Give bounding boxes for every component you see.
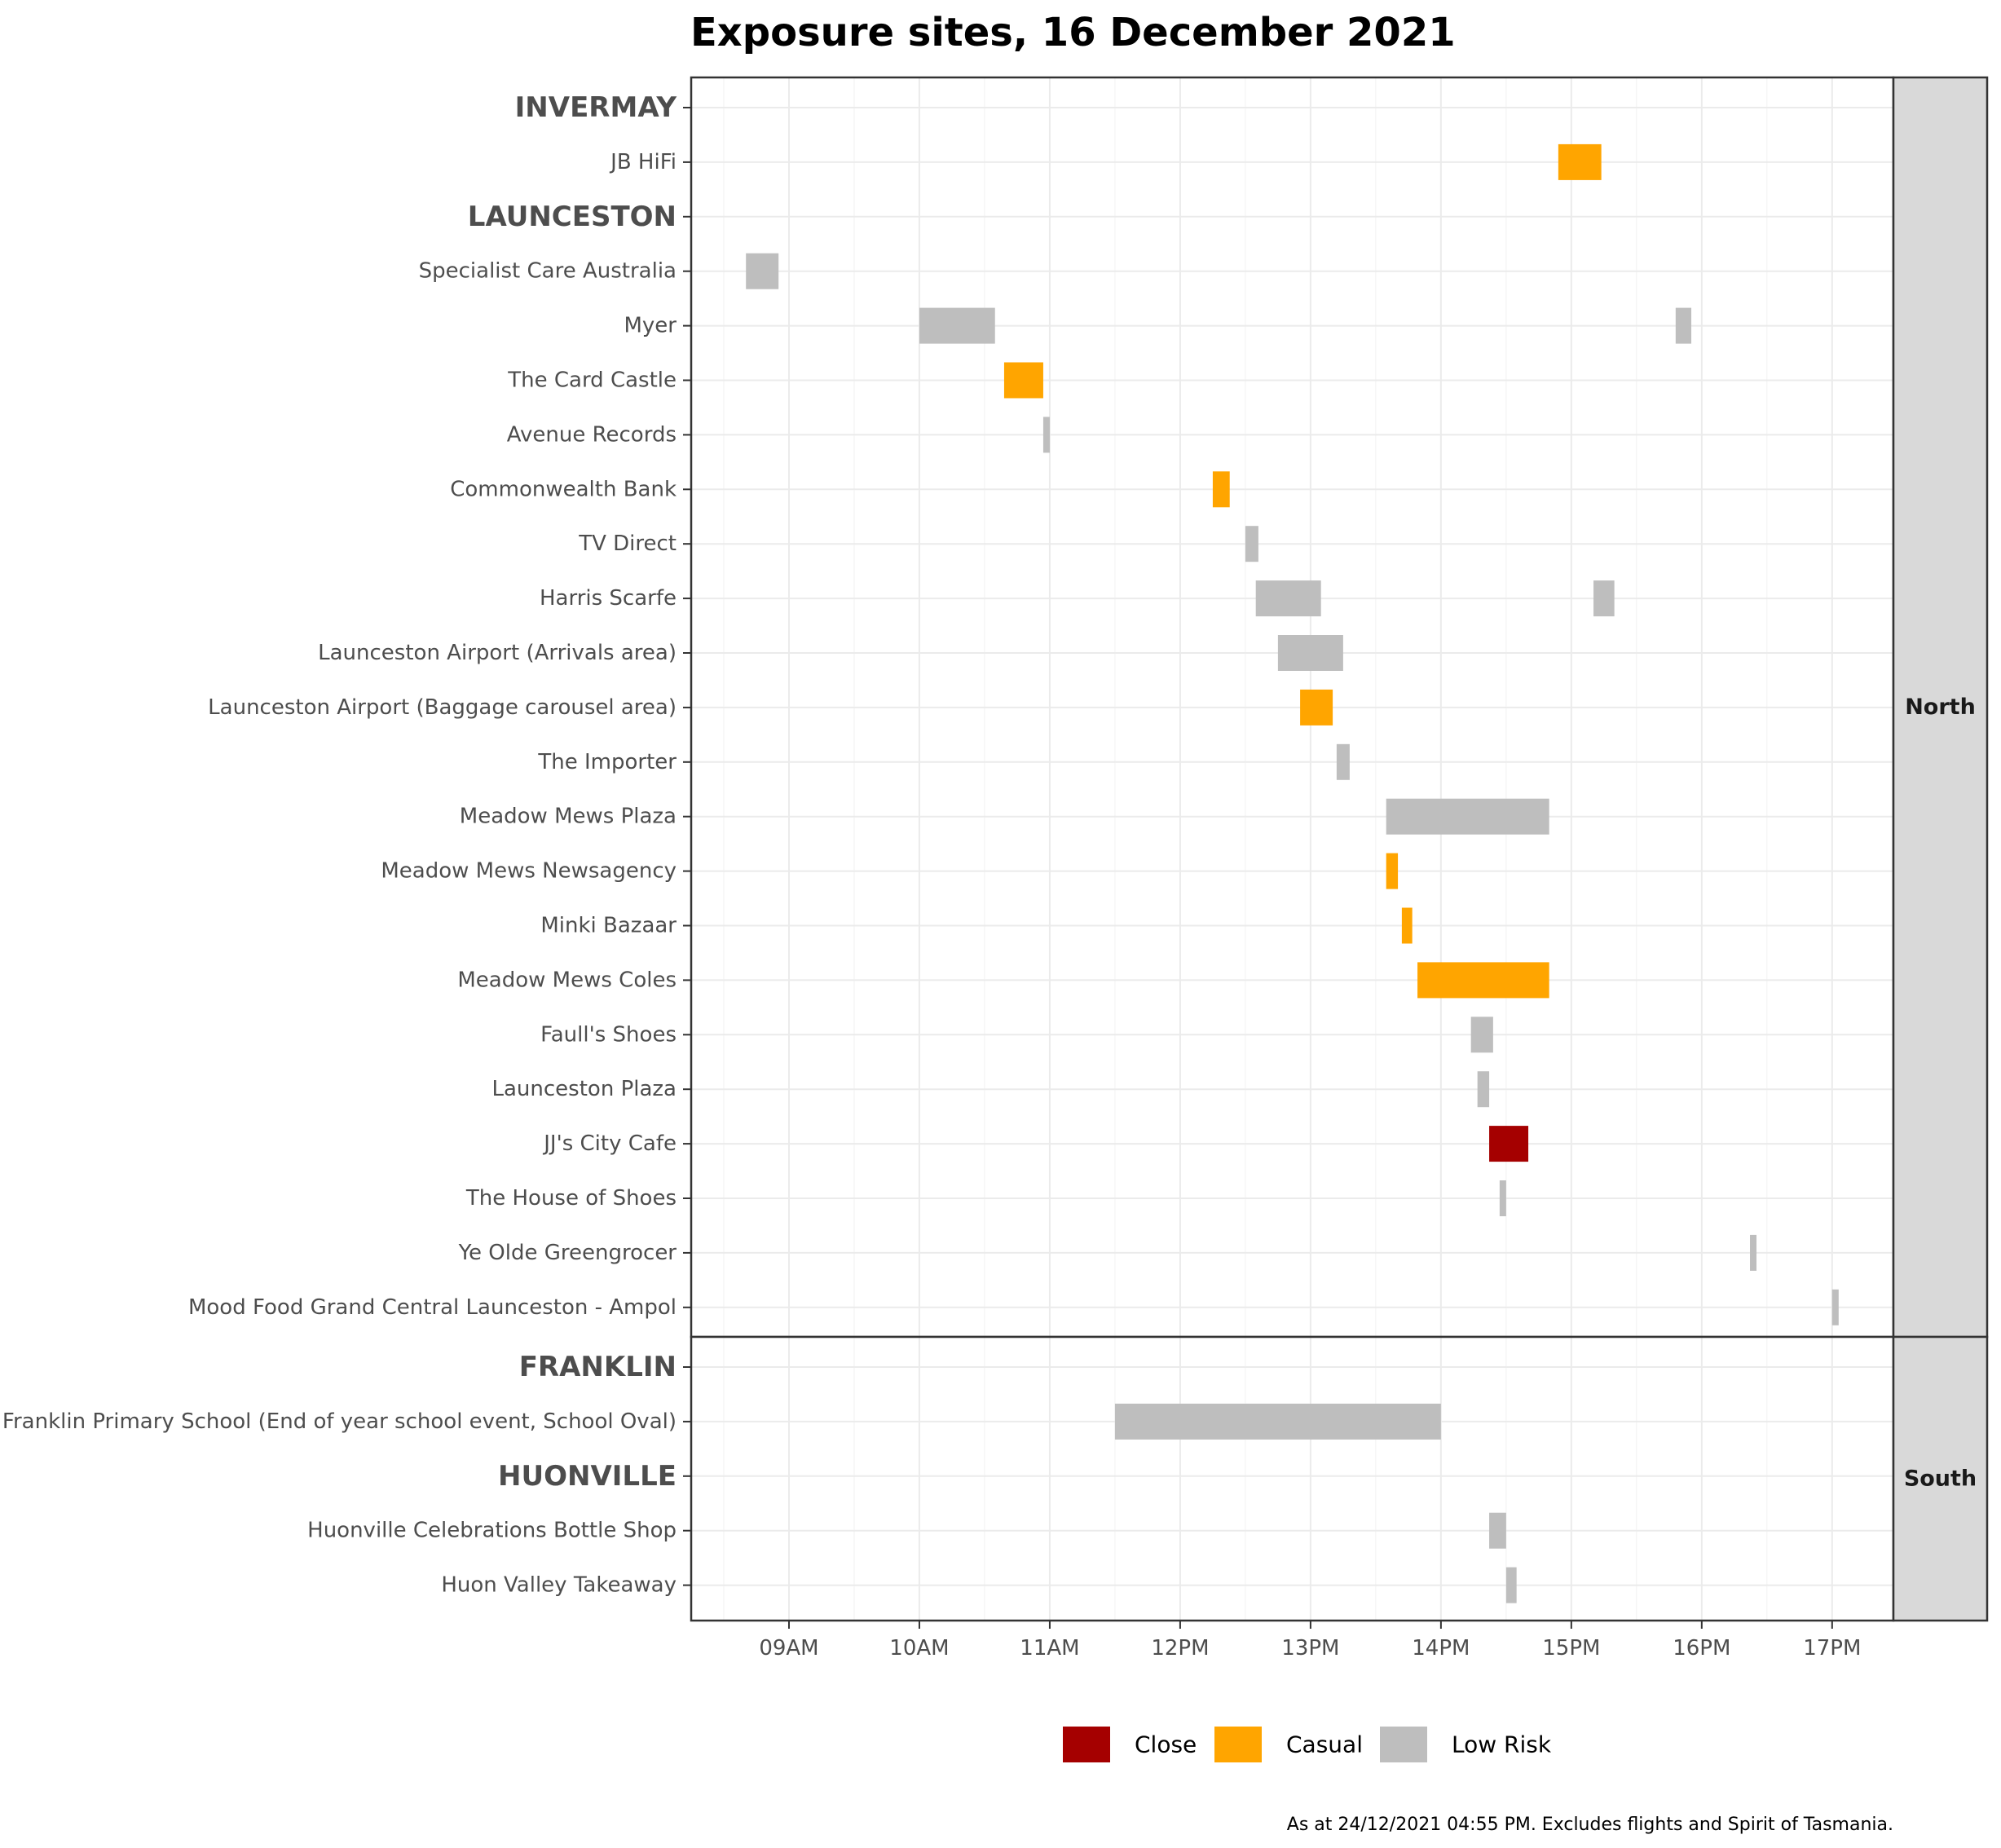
site-label: Mood Food Grand Central Launceston - Amp… — [188, 1295, 677, 1320]
group-heading: INVERMAY — [515, 91, 677, 124]
site-label: TV Direct — [578, 531, 677, 556]
facet-strip-label: North — [1905, 695, 1976, 720]
group-heading: LAUNCESTON — [468, 201, 677, 233]
group-heading: FRANKLIN — [519, 1351, 677, 1383]
group-heading: HUONVILLE — [498, 1460, 677, 1493]
exposure-bar — [1489, 1512, 1506, 1549]
facet-strip — [1892, 1335, 1989, 1622]
exposure-bar — [1489, 1126, 1529, 1162]
site-label: Faull's Shoes — [540, 1022, 677, 1047]
panel-south: FRANKLIN Franklin Primary School (End of … — [2, 1335, 1989, 1622]
exposure-bar — [1593, 580, 1615, 617]
exposure-bar — [1505, 1567, 1517, 1603]
legend-item: Casual — [1214, 1727, 1363, 1762]
site-label: Harris Scarfe — [540, 586, 677, 611]
x-tick-label: 17PM — [1803, 1636, 1861, 1661]
exposure-bar — [1245, 526, 1258, 562]
x-tick-label: 09AM — [759, 1636, 818, 1661]
exposure-bar — [1336, 743, 1350, 780]
exposure-bar — [1114, 1403, 1441, 1440]
legend: Close Casual Low Risk — [1063, 1727, 1552, 1762]
site-label: The Importer — [537, 750, 677, 774]
exposure-bar — [1255, 580, 1321, 617]
facet-strip — [1892, 76, 1989, 1339]
exposure-bar — [746, 253, 779, 289]
site-label: Huonville Celebrations Bottle Shop — [307, 1519, 677, 1543]
exposure-bar — [1477, 1071, 1490, 1108]
site-label: Launceston Airport (Arrivals area) — [318, 641, 677, 665]
exposure-bar — [1386, 798, 1549, 835]
site-label: Huon Valley Takeaway — [441, 1573, 677, 1598]
x-tick-label: 12PM — [1151, 1636, 1209, 1661]
site-label: Meadow Mews Coles — [457, 968, 677, 992]
site-label: Minki Bazaar — [540, 914, 677, 938]
chart-caption: As at 24/12/2021 04:55 PM. Excludes flig… — [1287, 1815, 1893, 1835]
site-label: Avenue Records — [507, 422, 677, 447]
site-label: Meadow Mews Newsagency — [381, 859, 677, 884]
x-axis: 09AM 10AM 11AM 12PM 13PM 14PM 15PM 16PM 17PM — [759, 1621, 1861, 1661]
site-label: Commonwealth Bank — [450, 477, 677, 501]
x-tick-label: 15PM — [1542, 1636, 1600, 1661]
exposure-bar — [1831, 1289, 1839, 1325]
exposure-bar — [1499, 1180, 1506, 1216]
exposure-bar — [1470, 1017, 1493, 1053]
legend-item: Low Risk — [1380, 1727, 1552, 1762]
legend-label: Low Risk — [1452, 1731, 1552, 1758]
exposure-bar — [1558, 143, 1602, 180]
x-tick-label: 10AM — [889, 1636, 949, 1661]
x-tick-label: 13PM — [1281, 1636, 1339, 1661]
x-tick-label: 16PM — [1673, 1636, 1730, 1661]
exposure-bar — [1277, 635, 1343, 671]
site-label: JJ's City Cafe — [542, 1131, 677, 1156]
legend-label: Close — [1135, 1731, 1197, 1758]
exposure-bar — [1401, 907, 1413, 944]
legend-item: Close — [1063, 1727, 1197, 1762]
site-label: Myer — [624, 314, 677, 338]
site-label: Launceston Plaza — [492, 1077, 677, 1101]
exposure-bar — [1003, 362, 1043, 399]
site-label: The Card Castle — [507, 368, 677, 393]
exposure-bar — [1300, 689, 1333, 726]
panels: INVERMAY JB HiFi LAUNCESTON Specialist Care… — [2, 76, 1989, 1622]
chart-title: Exposure sites, 16 December 2021 — [690, 10, 1456, 55]
exposure-bar — [1417, 962, 1549, 999]
legend-swatch — [1063, 1727, 1110, 1762]
x-tick-label: 11AM — [1020, 1636, 1079, 1661]
panel-north: INVERMAY JB HiFi LAUNCESTON Specialist Care… — [188, 76, 1989, 1339]
site-label: Franklin Primary School (End of year sch… — [2, 1409, 677, 1434]
exposure-bar — [1386, 853, 1399, 889]
panel-background — [691, 1337, 1893, 1621]
legend-label: Casual — [1286, 1731, 1363, 1758]
legend-swatch — [1214, 1727, 1262, 1762]
site-label: Ye Olde Greengrocer — [458, 1241, 677, 1265]
exposure-bar — [1675, 307, 1692, 344]
exposure-bar — [919, 307, 995, 344]
exposure-bar — [1212, 471, 1230, 508]
site-label: Meadow Mews Plaza — [460, 805, 677, 829]
site-label: The House of Shoes — [465, 1186, 677, 1211]
site-label: Specialist Care Australia — [419, 259, 677, 284]
site-label: Launceston Airport (Baggage carousel are… — [208, 695, 677, 720]
exposure-bar — [1750, 1234, 1757, 1271]
x-tick-label: 14PM — [1412, 1636, 1470, 1661]
site-label: JB HiFi — [609, 150, 677, 174]
legend-swatch — [1380, 1727, 1427, 1762]
exposure-bar — [1042, 417, 1050, 453]
facet-strip-label: South — [1904, 1466, 1977, 1492]
